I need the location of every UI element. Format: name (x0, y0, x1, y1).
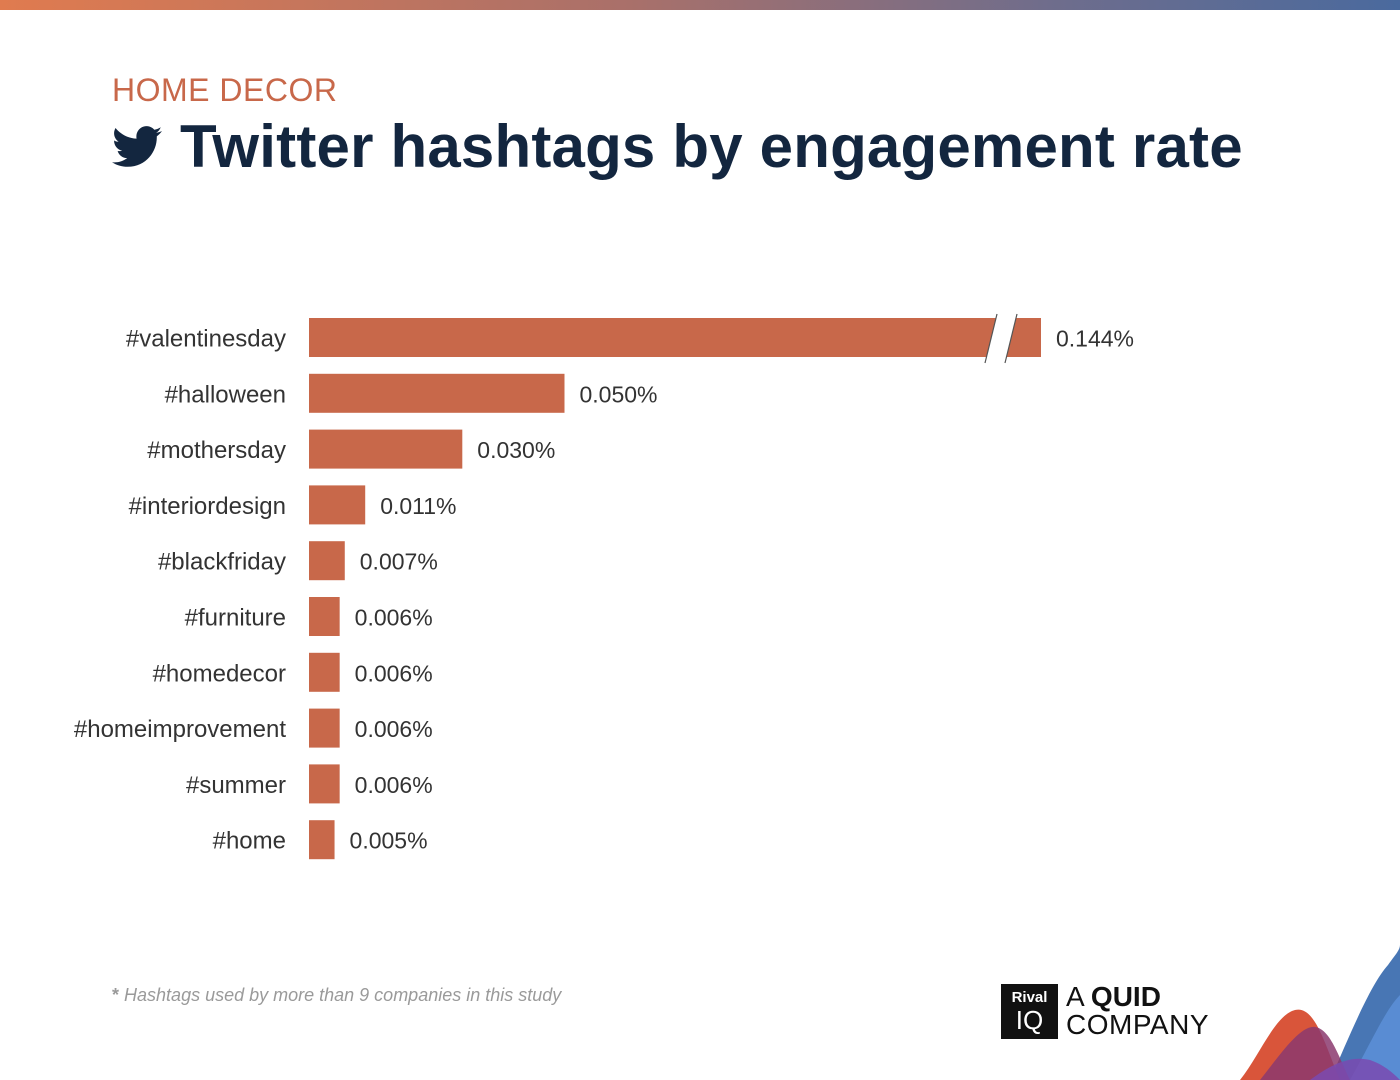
value-label: 0.006% (355, 605, 433, 631)
bar (309, 764, 340, 804)
category-label: #halloween (165, 381, 286, 408)
bar (309, 708, 340, 748)
brand-tagline: A QUID COMPANY (1066, 983, 1209, 1039)
category-label: #blackfriday (158, 549, 286, 576)
category-label: #homeimprovement (74, 716, 286, 743)
axis-break-line (1004, 313, 1018, 364)
logo-iq: IQ (1015, 1004, 1044, 1035)
tagline-a: A (1066, 981, 1091, 1012)
category-label: #interiordesign (129, 493, 286, 520)
value-label: 0.006% (355, 660, 433, 686)
logo-rival: Rival (1011, 988, 1048, 1006)
value-label: 0.006% (355, 716, 433, 742)
bar (309, 429, 463, 469)
bar (309, 652, 340, 692)
category-label: #home (213, 828, 286, 855)
value-label: 0.144% (1056, 326, 1134, 352)
bar (309, 485, 366, 525)
top-gradient-strip (0, 0, 1400, 10)
value-label: 0.005% (350, 828, 428, 854)
category-label: #mothersday (147, 437, 286, 464)
bar (309, 820, 335, 860)
axis-break-gap (985, 314, 1017, 363)
rival-iq-logo: Rival IQ (1001, 983, 1058, 1039)
value-label: 0.011% (380, 493, 456, 519)
category-label: #summer (186, 772, 286, 799)
footnote-marker: * (112, 985, 120, 1005)
bar (309, 541, 345, 581)
category-label: #furniture (185, 605, 286, 632)
tagline-quid: QUID (1090, 981, 1161, 1012)
bar (309, 597, 340, 636)
brand-logo: Rival IQ A QUID COMPANY (1001, 983, 1209, 1039)
decorative-corner-waves (1240, 945, 1400, 1080)
value-label: 0.030% (477, 437, 555, 463)
title-row: Twitter hashtags by engagement rate (112, 112, 1243, 181)
chart-title: Twitter hashtags by engagement rate (180, 113, 1243, 180)
footnote-text: Hashtags used by more than 9 companies i… (124, 985, 562, 1005)
category-label: #homedecor (153, 660, 286, 687)
bar (309, 373, 565, 413)
bar (309, 318, 1041, 357)
value-label: 0.050% (580, 381, 658, 407)
value-label: 0.006% (355, 772, 433, 798)
category-label: HOME DECOR (112, 72, 338, 108)
axis-break-line (984, 313, 998, 364)
category-label: #valentinesday (126, 326, 286, 353)
footnote: * Hashtags used by more than 9 companies… (112, 985, 561, 1006)
twitter-bird-icon (112, 125, 162, 167)
tagline-company: COMPANY (1066, 1009, 1209, 1040)
value-label: 0.007% (360, 549, 438, 575)
